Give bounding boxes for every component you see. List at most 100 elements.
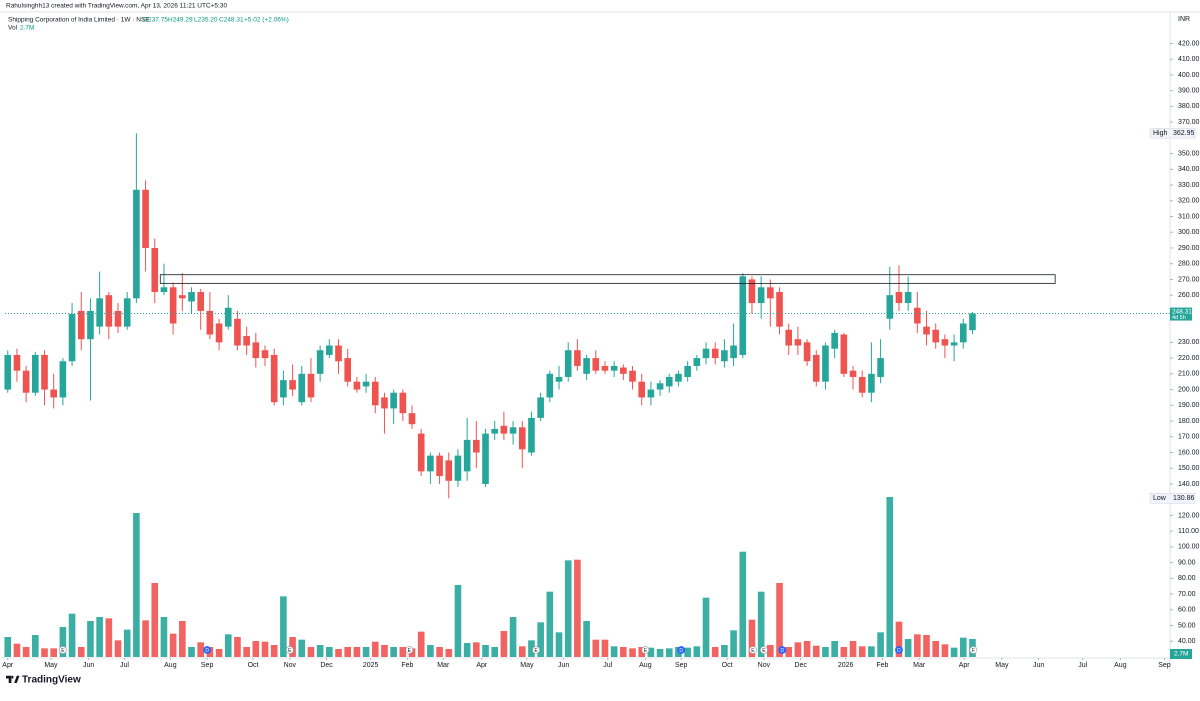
countdown: 4d 5h: [1172, 315, 1186, 321]
volume-bar: [151, 583, 159, 657]
candle-body: [932, 329, 940, 343]
volume-bar: [197, 642, 205, 657]
y-tick-label: 50.00: [1178, 622, 1196, 629]
event-marker: [969, 646, 978, 654]
candle-body: [950, 342, 958, 346]
y-tick-label: 400.00: [1178, 72, 1200, 79]
volume-bar: [785, 647, 793, 657]
volume-bar: [629, 648, 636, 657]
volume-bar: [353, 647, 361, 657]
x-tick-label: 2025: [363, 662, 379, 669]
volume-bar: [188, 647, 195, 657]
candle-body: [748, 279, 756, 304]
ohlc: L235.20: [194, 17, 218, 24]
volume-bar: [243, 647, 250, 657]
volume-bar: [702, 597, 710, 657]
candle-body: [197, 292, 205, 311]
candle-body: [243, 336, 250, 346]
candle-body: [160, 287, 168, 293]
y-tick-label: 280.00: [1178, 261, 1200, 268]
volume-bar: [50, 648, 58, 657]
ohlc: O237.75: [143, 17, 168, 24]
volume-bar: [123, 629, 131, 657]
volume-bar: [160, 617, 168, 657]
volume-bar: [950, 647, 958, 657]
low-label: Low: [1153, 495, 1167, 502]
candle-body: [886, 295, 894, 319]
candle-body: [123, 298, 131, 327]
zone-rectangle: [159, 274, 1056, 284]
volume-bar: [445, 649, 453, 657]
volume-bar: [601, 639, 609, 657]
volume-bar: [941, 644, 949, 657]
y-tick-label: 160.00: [1178, 449, 1200, 456]
candle-body: [914, 307, 921, 324]
y-tick-label: 260.00: [1178, 292, 1200, 299]
volume-bar: [656, 649, 664, 657]
volume-bar: [335, 649, 342, 657]
event-marker: [532, 646, 540, 654]
y-tick-label: 230.00: [1178, 339, 1200, 346]
candle-body: [592, 358, 600, 371]
event-marker: [405, 646, 414, 654]
x-tick-label: Sep: [675, 662, 688, 669]
y-tick-label: 80.00: [1178, 575, 1196, 582]
volume-bar: [316, 645, 324, 657]
candle-body: [528, 417, 535, 453]
candle-body: [794, 339, 802, 346]
volume-bar: [693, 646, 701, 657]
event-label: E: [644, 648, 648, 654]
y-tick-label: 290.00: [1178, 245, 1200, 252]
x-tick-label: Jun: [558, 662, 569, 669]
candle-body: [665, 376, 673, 387]
volume-bar: [280, 596, 287, 657]
x-tick-label: Aug: [639, 662, 652, 669]
candle-body: [298, 373, 306, 403]
candle-body: [179, 295, 186, 299]
volume-bar: [914, 634, 921, 657]
candle-body: [234, 318, 241, 346]
candle-body: [353, 381, 361, 390]
candle-body: [41, 354, 48, 390]
logo: TradingView: [6, 675, 81, 686]
volume-bar: [96, 617, 103, 657]
volume-bar: [665, 648, 673, 657]
change: +5.02 (+2.06%): [244, 17, 289, 24]
volume-bar: [583, 621, 590, 657]
volume-bar: [289, 637, 296, 657]
candle-body: [344, 358, 352, 382]
y-tick-label: 60.00: [1178, 607, 1196, 614]
volume-bar: [87, 621, 94, 657]
candle-body: [169, 287, 177, 324]
volume-bar: [803, 641, 811, 657]
volume-bar: [77, 647, 85, 657]
candle-body: [757, 287, 765, 304]
volume-bar: [252, 641, 260, 657]
y-tick-label: 40.00: [1178, 638, 1196, 645]
volume-bar: [858, 646, 866, 657]
volume-bar: [592, 639, 600, 657]
y-tick-label: 390.00: [1178, 88, 1200, 95]
volume-bar: [326, 647, 333, 657]
candle-body: [684, 365, 691, 377]
x-tick-label: Apr: [2, 662, 14, 669]
logo-icon: [6, 675, 20, 683]
candle-body: [693, 358, 701, 366]
candle-body: [105, 295, 113, 327]
x-tick-label: Jul: [1078, 662, 1087, 669]
volume-bar: [868, 646, 875, 657]
volume-bar: [932, 641, 940, 657]
event-marker: [285, 646, 294, 654]
x-tick-label: Jul: [603, 662, 612, 669]
y-tick-label: 90.00: [1178, 559, 1196, 566]
x-tick-label: May: [520, 662, 534, 669]
x-tick-label: Dec: [794, 662, 807, 669]
candle-body: [188, 292, 195, 302]
candle-body: [87, 310, 94, 340]
volume-bar: [711, 647, 719, 657]
y-tick-label: 270.00: [1178, 276, 1200, 283]
volume-bar: [261, 641, 269, 657]
candle-body: [307, 373, 315, 398]
candle-body: [601, 365, 609, 371]
